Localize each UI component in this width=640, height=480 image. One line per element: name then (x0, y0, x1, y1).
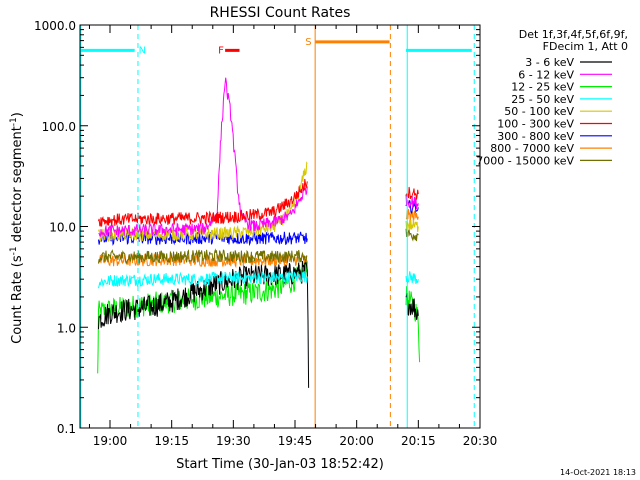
x-axis-label: Start Time (30-Jan-03 18:52:42) (176, 457, 384, 472)
x-tick-label-5: 20:15 (401, 434, 436, 448)
saa-bar-label: S (305, 37, 311, 48)
series-0-segment-1 (405, 286, 421, 363)
legend-header-0: Det 1f,3f,4f,5f,6f,9f, (519, 28, 628, 41)
y-tick-label-4: 1000.0 (34, 19, 76, 33)
series-2-segment-1 (405, 271, 419, 285)
y-tick-label-1: 1.0 (57, 321, 76, 335)
x-tick-label-3: 19:45 (278, 434, 313, 448)
series-5-segment-0 (98, 230, 308, 247)
series-7-segment-0 (98, 77, 308, 238)
footer-timestamp: 14-Oct-2021 18:13 (560, 468, 636, 477)
series-4-segment-1 (405, 227, 419, 242)
series-2-segment-0 (98, 270, 308, 289)
legend-label-5: 100 - 300 keV (497, 118, 574, 131)
legend-label-1: 6 - 12 keV (518, 68, 574, 81)
legend-label-2: 12 - 25 keV (511, 81, 574, 94)
legend-label-8: 7000 - 15000 keV (476, 154, 574, 167)
series-3-segment-1 (405, 209, 419, 222)
legend-label-0: 3 - 6 keV (525, 56, 574, 69)
plot-area: N F S 19:00 19:15 19:30 19:45 20:00 20:15 20:30 0.… (34, 19, 497, 448)
x-tick-label-1: 19:15 (154, 434, 189, 448)
y-tick-label-0: 0.1 (57, 422, 76, 436)
flare-bar-label: F (218, 45, 224, 56)
series-1-segment-1 (405, 292, 419, 320)
series-6-segment-1 (405, 219, 419, 233)
y-axis-label: Count Rate (s-1 detector segment-1) (9, 112, 25, 344)
chart-title: RHESSI Count Rates (210, 5, 351, 21)
legend-label-6: 300 - 800 keV (497, 130, 574, 143)
legend-header-1: FDecim 1, Att 0 (543, 40, 628, 53)
x-tick-label-2: 19:30 (216, 434, 251, 448)
legend: Det 1f,3f,4f,5f,6f,9f,FDecim 1, Att 0 3 -… (476, 28, 628, 167)
series-8-segment-0 (98, 178, 308, 227)
y-tick-label-2: 10.0 (49, 221, 76, 235)
legend-label-7: 800 - 7000 keV (490, 142, 574, 155)
series-8-segment-1 (405, 186, 419, 200)
x-tick-label-4: 20:00 (339, 434, 374, 448)
series-4-segment-0 (98, 248, 308, 264)
legend-label-4: 50 - 100 keV (504, 105, 574, 118)
series-group (97, 77, 421, 388)
x-tick-label-0: 19:00 (93, 434, 128, 448)
y-tick-label-3: 100.0 (42, 120, 76, 134)
night-bar-0-label: N (139, 45, 146, 56)
x-tick-label-6: 20:30 (463, 434, 498, 448)
legend-label-3: 25 - 50 keV (511, 93, 574, 106)
series-0-segment-0 (97, 260, 308, 374)
